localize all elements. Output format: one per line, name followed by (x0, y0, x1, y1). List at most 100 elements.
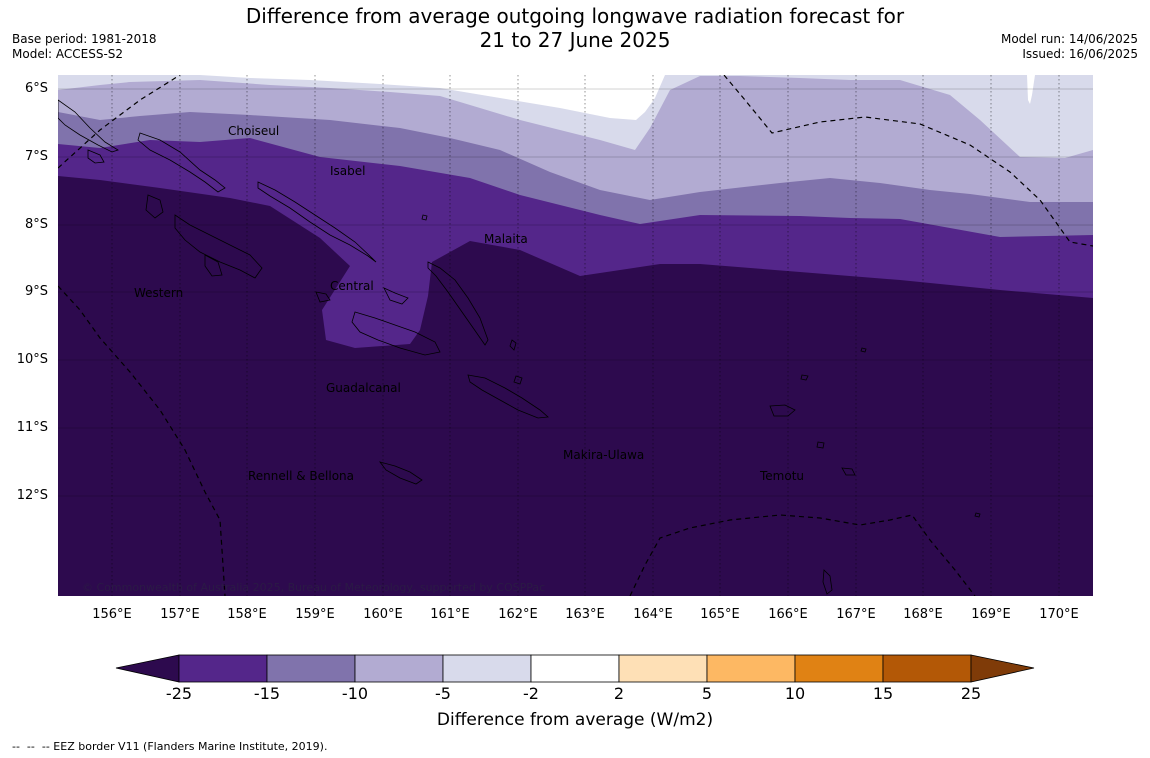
colorbar-seg-4 (442, 654, 532, 683)
lon-label-167e: 167°E (836, 607, 876, 622)
title-line-1: Difference from average outgoing longwav… (245, 4, 905, 28)
label-rennell-bellona: Rennell & Bellona (248, 469, 355, 483)
colorbar-seg-3 (354, 654, 444, 683)
choiseul-coast (137, 132, 226, 193)
lat-label-10s: 10°S (16, 352, 48, 367)
lon-label-165e: 165°E (700, 607, 740, 622)
reef-islands-coast (800, 374, 809, 381)
santa-cruz-coast (769, 404, 796, 417)
eez-borders (58, 75, 1093, 596)
graticule (111, 75, 1060, 596)
anuta-coast (860, 347, 867, 353)
issued-date: Issued: 16/06/2025 (1022, 47, 1138, 61)
band-minus2-plus2-small (1027, 75, 1035, 104)
colorbar-seg-6 (618, 654, 708, 683)
model-name: Model: ACCESS-S2 (12, 47, 124, 61)
lon-label-158e: 158°E (227, 607, 267, 622)
colorbar-seg-2 (266, 654, 356, 683)
lon-label-157e: 157°E (160, 607, 200, 622)
guadalcanal-coast (351, 311, 441, 356)
eez-footnote: -- -- -- EEZ border V11 (Flanders Marine… (12, 740, 328, 753)
lon-label-168e: 168°E (903, 607, 943, 622)
tikopia-coast (974, 512, 981, 518)
colorbar (115, 654, 1035, 683)
lon-label-166e: 166°E (768, 607, 808, 622)
vella-lavella-coast (145, 194, 164, 219)
vanikoro-coast (816, 441, 825, 449)
latitude-lines (58, 88, 1093, 497)
eez-west (58, 285, 226, 596)
lat-label-7s: 7°S (24, 149, 48, 164)
chart-title: Difference from average outgoing longwav… (0, 4, 1150, 52)
makira-coast (467, 374, 549, 419)
lon-label-170e: 170°E (1039, 607, 1079, 622)
base-period: Base period: 1981-2018 (12, 32, 157, 46)
label-western: Western (134, 286, 184, 300)
cb-tick-minus5: -5 (435, 684, 451, 703)
label-temotu: Temotu (760, 469, 805, 483)
new-georgia-coast (174, 214, 263, 279)
colorbar-label: Difference from average (W/m2) (436, 710, 714, 730)
label-choiseul: Choiseul (228, 124, 280, 138)
lon-label-162e: 162°E (498, 607, 538, 622)
cb-tick-minus15: -15 (253, 684, 281, 703)
russell-coast (315, 291, 331, 303)
title-line-2: 21 to 27 June 2025 (479, 28, 671, 52)
eez-south (629, 514, 976, 596)
lat-label-11s: 11°S (16, 420, 48, 435)
lat-label-9s: 9°S (24, 284, 48, 299)
eez-north-west (58, 75, 181, 169)
shortland-coast (87, 149, 105, 164)
label-malaita: Malaita (484, 232, 528, 246)
run-info: Model run: 14/06/2025 Issued: 16/06/2025 (1001, 32, 1138, 62)
utupua-coast (841, 467, 856, 476)
lon-label-169e: 169°E (971, 607, 1011, 622)
nggela-coast (383, 287, 409, 305)
cb-tick-5: 5 (701, 684, 713, 703)
lon-label-156e: 156°E (92, 607, 132, 622)
colorbar-seg-1 (178, 654, 268, 683)
colorbar-extend-min (115, 654, 180, 683)
colorbar-seg-8 (794, 654, 884, 683)
ulawa-coast (513, 375, 523, 385)
lon-label-159e: 159°E (295, 607, 335, 622)
lat-label-8s: 8°S (24, 217, 48, 232)
copyright-notice: © Commonwealth of Australia 2025, Bureau… (82, 581, 546, 594)
band-minus10-minus5 (58, 75, 1093, 202)
lon-label-160e: 160°E (363, 607, 403, 622)
banks-coast (822, 569, 833, 595)
colorbar-seg-5 (530, 654, 620, 683)
cb-tick-2: 2 (613, 684, 625, 703)
malaita-coast (427, 261, 489, 346)
label-isabel: Isabel (330, 164, 366, 178)
cb-tick-minus10: -10 (341, 684, 369, 703)
colorbar-seg-9 (882, 654, 972, 683)
cb-tick-15: 15 (872, 684, 894, 703)
lat-label-12s: 12°S (16, 488, 48, 503)
coastlines (58, 99, 981, 595)
cb-tick-25: 25 (960, 684, 982, 703)
cb-tick-minus2: -2 (523, 684, 539, 703)
bougainville-coast (58, 99, 119, 153)
eez-north-east (723, 75, 1093, 247)
label-makira-ulawa: Makira-Ulawa (563, 448, 645, 462)
colorbar-extend-max (970, 654, 1035, 683)
lon-label-161e: 161°E (430, 607, 470, 622)
rendova-coast (204, 254, 223, 277)
colorbar-seg-7 (706, 654, 796, 683)
cb-tick-minus25: -25 (165, 684, 193, 703)
small-malaita-coast (509, 339, 517, 351)
lon-label-163e: 163°E (565, 607, 605, 622)
rennell-coast (378, 461, 423, 485)
model-info: Base period: 1981-2018 Model: ACCESS-S2 (12, 32, 157, 62)
model-run: Model run: 14/06/2025 (1000, 32, 1138, 46)
band-minus5-minus2 (58, 75, 1093, 158)
cb-tick-10: 10 (784, 684, 806, 703)
isabel-coast (257, 181, 377, 263)
lat-label-6s: 6°S (24, 81, 48, 96)
lon-label-164e: 164°E (633, 607, 673, 622)
small-isle-coast (421, 214, 428, 221)
band-minus2-plus2 (200, 75, 665, 120)
label-central: Central (330, 279, 374, 293)
map-panel (58, 75, 1093, 683)
